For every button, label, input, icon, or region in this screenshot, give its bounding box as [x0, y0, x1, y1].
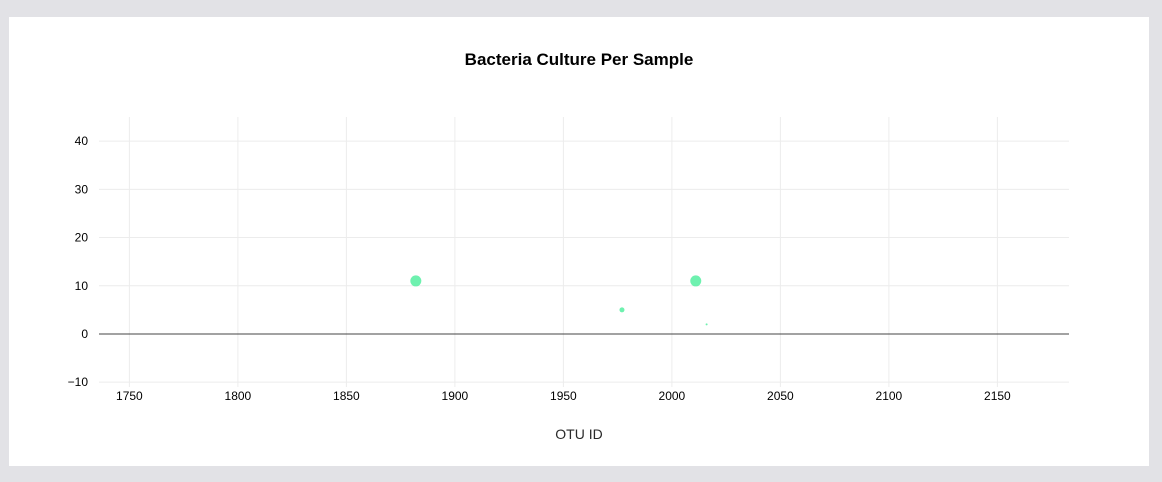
y-tick-label: 30: [75, 182, 89, 196]
data-point[interactable]: [410, 275, 422, 287]
data-point[interactable]: [619, 307, 625, 313]
chart-title: Bacteria Culture Per Sample: [464, 50, 694, 69]
x-tick-labels: 1750 1800 1850 1900 1950 2000 2050 2100 2150: [116, 389, 1011, 403]
data-points[interactable]: [410, 275, 708, 326]
data-point[interactable]: [705, 323, 708, 326]
grid-lines: [99, 117, 1069, 387]
x-tick-label: 1950: [550, 389, 577, 403]
y-tick-labels: −10 0 10 20 30 40: [68, 134, 89, 389]
x-tick-label: 2100: [876, 389, 903, 403]
x-tick-label: 1850: [333, 389, 360, 403]
x-tick-label: 2000: [659, 389, 686, 403]
y-tick-label: 20: [75, 231, 89, 245]
y-tick-label: −10: [68, 375, 89, 389]
x-tick-label: 1800: [225, 389, 252, 403]
data-point[interactable]: [690, 275, 702, 287]
x-tick-label: 2050: [767, 389, 794, 403]
y-tick-label: 40: [75, 134, 89, 148]
x-tick-label: 1900: [442, 389, 469, 403]
y-tick-label: 10: [75, 279, 89, 293]
x-axis-title: OTU ID: [555, 426, 602, 442]
bubble-chart: −10 0 10 20 30 40 1750 1800 1850 1900 1950 2000 205…: [68, 117, 1069, 442]
chart-card: Bacteria Culture Per Sample −10 0 10 20 30 40…: [9, 17, 1149, 466]
x-tick-label: 2150: [984, 389, 1011, 403]
x-tick-label: 1750: [116, 389, 143, 403]
y-tick-label: 0: [81, 327, 88, 341]
